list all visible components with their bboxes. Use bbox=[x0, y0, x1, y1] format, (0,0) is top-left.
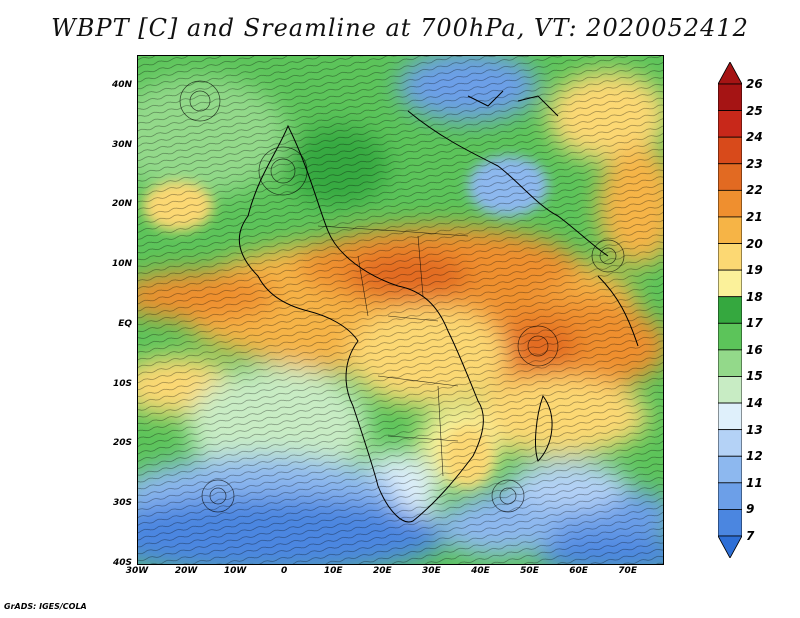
colorbar-segment bbox=[718, 189, 742, 218]
colorbar-level-label: 24 bbox=[746, 130, 763, 145]
colorbar-level-label: 15 bbox=[746, 369, 763, 384]
colorbar-segment bbox=[718, 376, 742, 404]
lat-tick-label: 20N bbox=[111, 199, 132, 210]
colorbar-level-label: 11 bbox=[746, 475, 763, 490]
lat-tick-label: 10N bbox=[111, 259, 132, 270]
colorbar-level-label: 18 bbox=[746, 289, 763, 304]
colorbar-segment bbox=[718, 482, 742, 510]
colorbar-segment bbox=[718, 163, 742, 191]
lat-tick-label: 40N bbox=[111, 79, 132, 90]
colorbar-segment bbox=[718, 509, 742, 537]
colorbar-level-label: 7 bbox=[746, 529, 755, 543]
colorbar-segment bbox=[718, 402, 742, 431]
lat-tick-label: 30N bbox=[111, 139, 132, 150]
colorbar-level-label: 14 bbox=[746, 396, 763, 411]
colorbar-segment bbox=[718, 322, 742, 351]
lat-tick-label: 20S bbox=[112, 438, 132, 449]
lon-tick-label: 0 bbox=[281, 566, 288, 576]
wbpt-streamline-map bbox=[137, 55, 664, 565]
colorbar-level-label: 19 bbox=[746, 263, 763, 278]
colorbar-segment bbox=[718, 83, 742, 111]
colorbar-segment bbox=[718, 136, 742, 165]
map-canvas bbox=[138, 56, 663, 564]
colorbar-segment bbox=[718, 243, 742, 271]
lon-tick-label: 20E bbox=[372, 566, 392, 576]
colorbar-level-label: 20 bbox=[746, 236, 763, 251]
colorbar-level-label: 23 bbox=[746, 156, 763, 171]
colorbar-segment bbox=[718, 429, 742, 457]
lon-tick-label: 40E bbox=[471, 566, 490, 576]
colorbar-level-label: 16 bbox=[746, 342, 763, 357]
chart-title: WBPT [C] and Sreamline at 700hPa, VT: 20… bbox=[51, 14, 749, 42]
lon-tick-label: 20W bbox=[174, 566, 198, 576]
lon-tick-label: 30W bbox=[125, 566, 149, 576]
colorbar-level-label: 25 bbox=[746, 103, 763, 118]
colorbar bbox=[718, 62, 742, 558]
coastlines bbox=[238, 90, 639, 523]
colorbar-segment bbox=[718, 455, 742, 484]
colorbar-max-arrow bbox=[718, 62, 742, 85]
borders bbox=[317, 225, 469, 477]
vortices bbox=[179, 80, 625, 513]
lon-tick-label: 10W bbox=[223, 566, 247, 576]
lat-tick-label: 30S bbox=[112, 498, 132, 509]
colorbar-segment bbox=[718, 110, 742, 138]
lat-tick-label: 40S bbox=[112, 558, 132, 568]
lon-tick-label: 60E bbox=[569, 566, 588, 576]
lon-tick-label: 50E bbox=[520, 566, 539, 576]
lat-tick-label: EQ bbox=[118, 318, 132, 329]
colorbar-segment bbox=[718, 349, 742, 377]
colorbar-level-label: 17 bbox=[746, 316, 763, 331]
streamlines bbox=[138, 56, 663, 564]
colorbar-min-arrow bbox=[718, 535, 742, 558]
colorbar-level-label: 9 bbox=[746, 502, 755, 517]
colorbar-segment bbox=[718, 296, 742, 324]
lon-tick-label: 10E bbox=[323, 566, 343, 576]
colorbar-level-label: 26 bbox=[746, 77, 763, 91]
colorbar-segment bbox=[718, 269, 742, 298]
colorbar-segment bbox=[718, 216, 742, 244]
colorbar-level-label: 12 bbox=[746, 449, 763, 464]
grads-credit: GrADS: IGES/COLA bbox=[4, 602, 87, 611]
colorbar-level-label: 22 bbox=[746, 183, 763, 198]
lon-tick-label: 30E bbox=[422, 566, 441, 576]
lon-tick-label: 70E bbox=[618, 566, 637, 576]
colorbar-level-label: 13 bbox=[746, 422, 763, 437]
lat-tick-label: 10S bbox=[112, 378, 132, 389]
colorbar-level-label: 21 bbox=[746, 209, 763, 224]
